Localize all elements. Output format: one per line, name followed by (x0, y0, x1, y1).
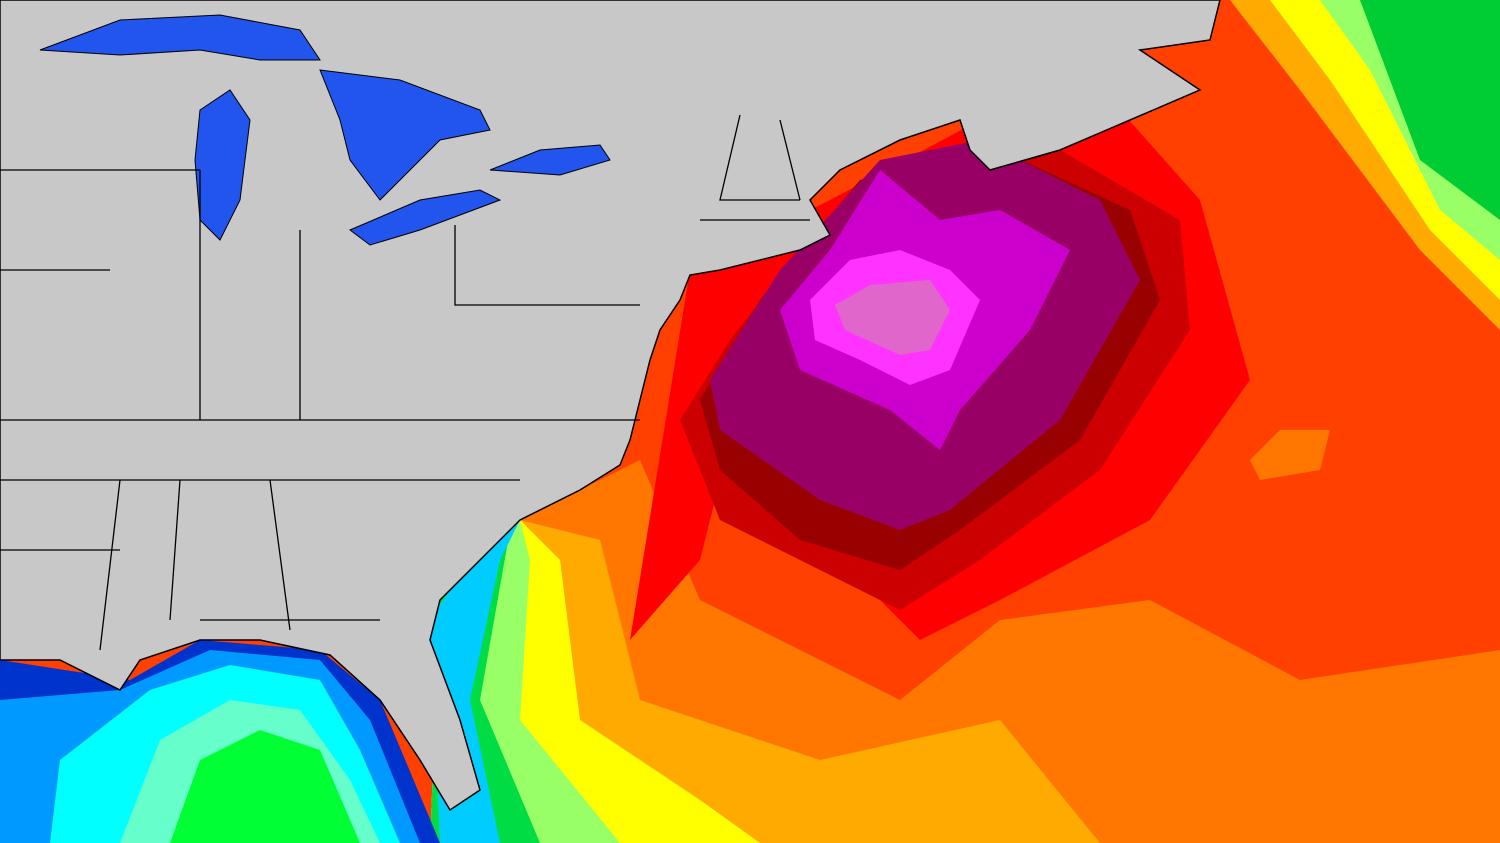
band-orange-patch (1250, 430, 1330, 480)
band-green-ne (1360, 0, 1500, 220)
lakes (39, 14, 611, 246)
lake-erie (349, 189, 502, 246)
band-center (835, 280, 950, 355)
lake-ontario (489, 144, 611, 176)
land (0, 0, 1221, 812)
lake-huron (319, 69, 491, 201)
state-borders (0, 114, 810, 651)
gulf-green (170, 730, 360, 843)
lake-superior (39, 14, 321, 61)
